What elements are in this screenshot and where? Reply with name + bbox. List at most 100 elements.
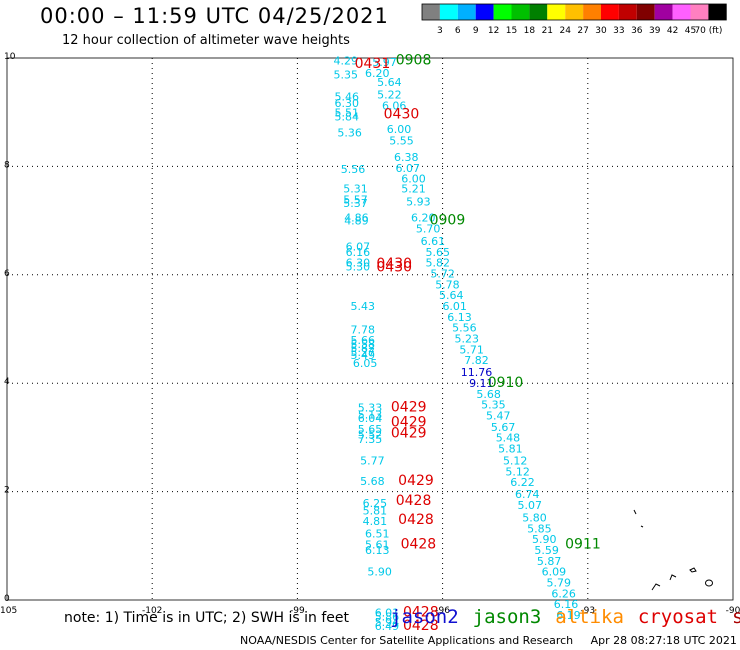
pass-time-label: 0428 [401,537,437,553]
wave-height-value: 9.11 [469,377,494,390]
wave-height-value: 5.79 [547,576,572,589]
wave-height-value: 5.57 [343,193,368,206]
colorbar-swatch [708,4,727,20]
wave-height-value: 6.13 [447,311,472,324]
wave-height-value: 5.90 [532,533,557,546]
legend-altika: altika [555,606,624,628]
colorbar-label: 36 [631,26,643,36]
coastline-fragment [640,525,644,528]
y-tick-label: 2 [4,486,10,496]
wave-height-value: 5.72 [430,268,455,281]
colorbar-swatch [618,4,637,20]
legend-jason2: jason2 [390,606,459,628]
x-tick-label: -93 [580,606,595,616]
pass-time-label: 0428 [403,618,439,634]
wave-height-value: 6.13 [365,544,390,557]
wave-height-value: 6.61 [421,235,446,248]
x-tick-label: -90 [726,606,740,616]
legend-s3a: s3a [732,606,740,628]
wave-height-value: 5.68 [476,388,501,401]
pass-time-label: 0909 [430,212,466,228]
colorbar-label: 21 [542,26,553,36]
colorbar-label: 39 [649,26,661,36]
coastline-fragment [633,509,637,515]
wave-height-value: 5.85 [527,522,552,535]
wave-height-value: 5.87 [537,555,562,568]
wave-height-value: 5.71 [459,343,484,356]
wave-height-value: 6.01 [375,606,400,619]
wave-height-value: 7.35 [358,433,383,446]
colorbar-label: 24 [559,26,571,36]
pass-time-label: 0910 [488,375,524,391]
colorbar-label: 3 [437,26,443,36]
coastline-fragment [651,583,661,591]
coastline-fragment [689,567,697,573]
wave-height-value: 5.30 [346,260,371,273]
wave-height-value: 6.30 [346,257,371,270]
chart-subtitle: 12 hour collection of altimeter wave hei… [62,33,350,48]
wave-height-value: 5.33 [358,401,383,414]
wave-height-value: 5.67 [491,421,516,434]
colorbar-label: 30 [595,26,607,36]
colorbar-swatch [601,4,619,20]
colorbar-label: 18 [524,26,536,36]
coastline-fragment [669,574,677,581]
pass-time-label: 0428 [403,604,439,620]
colorbar-swatch [636,4,655,20]
wave-height-value: 5.81 [363,504,388,517]
note-text: note: 1) Time is in UTC; 2) SWH is in fe… [64,610,350,626]
wave-height-value: 5.31 [343,182,368,195]
wave-height-value: 5.07 [517,499,542,512]
wave-height-value: 5.43 [350,300,375,313]
wave-height-value: 5.64 [377,76,402,89]
x-tick-label: -99 [290,606,305,616]
satellite-legend: jason2 jason3 altika cryosat s3a [390,606,740,628]
wave-height-value: 6.07 [346,240,371,253]
wave-height-value: 5.80 [522,511,547,524]
wave-height-value: 5.12 [505,465,530,478]
pass-time-label: 0430 [384,107,420,123]
wave-height-value: 6.74 [515,488,540,501]
x-tick-label: -105 [0,606,17,616]
wave-height-value: 5.70 [416,223,441,236]
wave-height-value: 5.59 [534,544,559,557]
wave-height-value: 6.01 [442,300,467,313]
wave-height-value: 5.49 [350,349,375,362]
wave-height-value: 6.05 [353,357,378,370]
wave-height-value: 5.64 [439,289,464,302]
legend-jason3: jason3 [472,606,542,628]
wave-height-value: 5.27 [350,346,375,359]
wave-height-value: 5.22 [377,89,402,102]
wave-height-value: 5.52 [358,428,383,441]
wave-height-value: 5.35 [481,399,506,412]
chart-title: 00:00 – 11:59 UTC 04/25/2021 [40,4,389,28]
wave-height-value: 7.78 [350,323,375,336]
y-tick-label: 6 [4,269,10,279]
pass-time-label: 0430 [376,256,412,272]
colorbar-swatch [654,4,673,20]
wave-height-value: 6.30 [335,97,360,110]
wave-height-value: 6.00 [387,123,412,136]
wave-height-value: 6.25 [363,497,388,510]
wave-height-value: 5.82 [350,342,375,355]
colorbar-label: 6 [455,26,461,36]
wave-height-value: 5.81 [498,443,523,456]
colorbar-label: 45 [685,26,696,36]
x-tick-label: -102 [142,606,162,616]
wave-height-value: 6.16 [346,246,371,259]
wave-height-value: 5.90 [367,566,392,579]
colorbar-label: 9 [473,26,479,36]
wave-height-value: 5.94 [375,616,400,629]
wave-height-value: 5.12 [503,455,528,468]
colorbar-label: 42 [667,26,678,36]
coastline-island [705,579,713,587]
wave-height-value: 6.51 [365,528,390,541]
wave-height-value: 5.82 [426,257,451,270]
pass-time-label: 0911 [565,537,601,553]
colorbar-swatch [672,4,691,20]
colorbar-swatch [690,4,709,20]
wave-height-value: 6.49 [375,620,400,633]
wave-height-value: 5.77 [360,455,385,468]
wave-height-value: 5.55 [389,135,414,148]
